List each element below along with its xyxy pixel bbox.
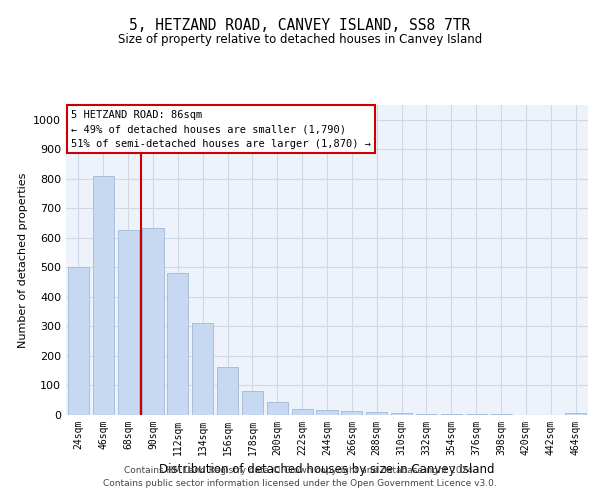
Bar	[466, 414, 487, 415]
Bar	[416, 414, 437, 415]
Bar	[217, 367, 238, 415]
Bar	[68, 268, 89, 415]
Bar	[341, 411, 362, 415]
Text: Size of property relative to detached houses in Canvey Island: Size of property relative to detached ho…	[118, 32, 482, 46]
Bar	[167, 274, 188, 415]
Bar	[118, 230, 139, 415]
X-axis label: Distribution of detached houses by size in Canvey Island: Distribution of detached houses by size …	[159, 464, 495, 476]
Bar	[565, 412, 586, 415]
Bar	[391, 413, 412, 415]
Bar	[93, 176, 114, 415]
Bar	[242, 391, 263, 415]
Bar	[490, 414, 512, 415]
Bar	[292, 408, 313, 415]
Text: 5, HETZAND ROAD, CANVEY ISLAND, SS8 7TR: 5, HETZAND ROAD, CANVEY ISLAND, SS8 7TR	[130, 18, 470, 32]
Bar	[267, 402, 288, 415]
Bar	[142, 228, 164, 415]
Bar	[366, 412, 387, 415]
Bar	[316, 410, 338, 415]
Text: 5 HETZAND ROAD: 86sqm
← 49% of detached houses are smaller (1,790)
51% of semi-d: 5 HETZAND ROAD: 86sqm ← 49% of detached …	[71, 110, 371, 149]
Bar	[441, 414, 462, 415]
Text: Contains HM Land Registry data © Crown copyright and database right 2024.
Contai: Contains HM Land Registry data © Crown c…	[103, 466, 497, 487]
Bar	[192, 323, 213, 415]
Y-axis label: Number of detached properties: Number of detached properties	[17, 172, 28, 348]
